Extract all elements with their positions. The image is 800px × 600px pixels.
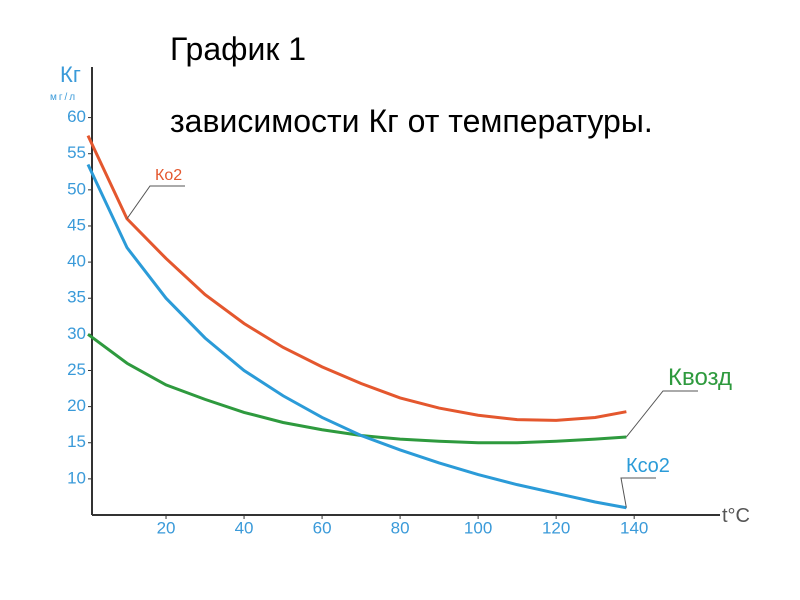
series-line — [87, 333, 627, 445]
x-tick-label: 120 — [542, 518, 570, 537]
series-label: Ко2 — [155, 167, 182, 184]
x-tick-label: 100 — [464, 518, 492, 537]
x-tick-label: 60 — [313, 518, 332, 537]
y-tick-label: 25 — [67, 360, 86, 379]
y-tick-label: 15 — [67, 432, 86, 451]
y-tick-label: 40 — [67, 252, 86, 271]
x-tick-label: 80 — [391, 518, 410, 537]
series-line — [86, 163, 627, 510]
x-tick-label: 140 — [620, 518, 648, 537]
y-tick-label: 45 — [67, 215, 86, 234]
x-tick-label: 40 — [235, 518, 254, 537]
y-tick-label: 55 — [67, 143, 86, 162]
series-label: Кco2 — [626, 455, 670, 477]
label-leader — [625, 390, 698, 438]
label-leader — [620, 477, 656, 508]
y-tick-label: 50 — [67, 179, 86, 198]
x-axis-label: t°C — [722, 505, 750, 527]
series-label: Квозд — [668, 364, 732, 391]
chart-subtitle: зависимости Кг от температуры. — [170, 103, 653, 139]
y-tick-label: 30 — [67, 324, 86, 343]
y-tick-label: 10 — [67, 468, 86, 487]
y-tick-label: 35 — [67, 288, 86, 307]
y-tick-label: 20 — [67, 396, 86, 415]
label-leader — [126, 185, 185, 220]
chart-title: График 1 — [170, 31, 306, 67]
x-tick-label: 20 — [157, 518, 176, 537]
y-axis-label: Кг — [60, 62, 81, 87]
y-axis-unit: мг/л — [50, 92, 77, 103]
series-line — [86, 135, 627, 422]
y-tick-label: 60 — [67, 107, 86, 126]
